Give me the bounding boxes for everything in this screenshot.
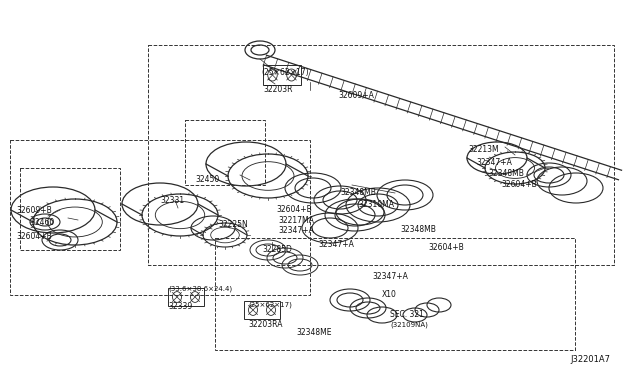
Text: 32348MB: 32348MB (488, 169, 524, 178)
Text: 32285D: 32285D (262, 245, 292, 254)
Text: 32347+A: 32347+A (476, 158, 512, 167)
Text: 32609+A: 32609+A (338, 91, 374, 100)
Text: 32339: 32339 (168, 302, 192, 311)
Text: 32331: 32331 (160, 196, 184, 205)
Text: 32203R: 32203R (263, 85, 292, 94)
Text: (25×62×17): (25×62×17) (261, 68, 309, 77)
Bar (168, 288, 204, 306)
Bar (10, 140, 310, 295)
Text: (33.6×38.6×24.4): (33.6×38.6×24.4) (168, 286, 232, 292)
Text: 32604+B: 32604+B (276, 205, 312, 214)
Bar (185, 120, 265, 185)
Text: 32604+B: 32604+B (501, 180, 537, 189)
Text: 32348MB: 32348MB (340, 188, 376, 197)
Text: X10: X10 (382, 290, 397, 299)
Bar (263, 65, 301, 85)
Text: (25×62×17): (25×62×17) (248, 302, 292, 308)
Text: 32609+B: 32609+B (16, 206, 52, 215)
Text: 32604+B: 32604+B (16, 232, 52, 241)
Text: 32347+A: 32347+A (318, 240, 354, 249)
Text: 32460: 32460 (30, 218, 54, 227)
Text: 32213M: 32213M (468, 145, 499, 154)
Text: (32109NA): (32109NA) (390, 322, 428, 328)
Text: 32348ME: 32348ME (296, 328, 332, 337)
Text: 32450: 32450 (195, 175, 220, 184)
Text: 32203RA: 32203RA (248, 320, 282, 329)
Text: 32348MB: 32348MB (400, 225, 436, 234)
Text: 32225N: 32225N (218, 220, 248, 229)
Text: 32604+B: 32604+B (428, 243, 464, 252)
Text: J32201A7: J32201A7 (570, 355, 610, 364)
Text: 32347+A: 32347+A (278, 226, 314, 235)
Bar (215, 238, 575, 350)
Text: 32310MA: 32310MA (358, 200, 394, 209)
Bar (148, 45, 614, 265)
Text: 32347+A: 32347+A (372, 272, 408, 281)
Text: SEC. 321: SEC. 321 (390, 310, 424, 319)
Bar (20, 168, 120, 250)
Bar (244, 301, 280, 319)
Text: 32217MA: 32217MA (278, 216, 314, 225)
